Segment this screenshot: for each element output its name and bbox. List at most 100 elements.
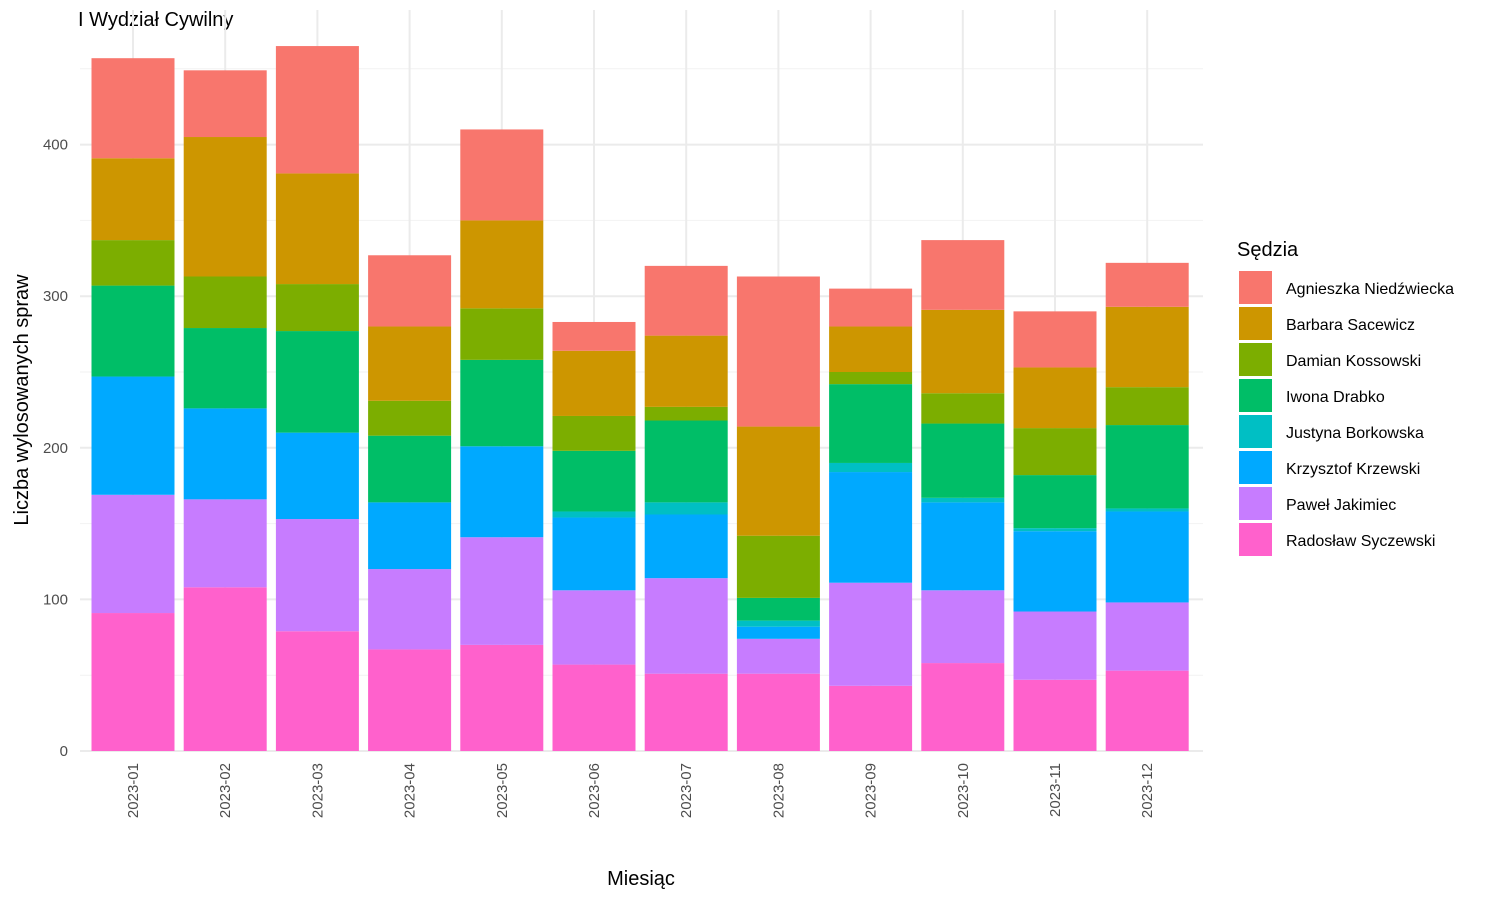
bar-segment [368, 649, 452, 751]
legend-label: Damian Kossowski [1286, 353, 1421, 370]
legend-label: Justyna Borkowska [1286, 425, 1424, 442]
legend-swatch [1239, 271, 1272, 304]
bar-segment [275, 173, 359, 285]
bar-segment [552, 664, 636, 751]
bar-segment [736, 597, 820, 621]
bar-segment [552, 511, 636, 518]
bar-segment [552, 450, 636, 512]
x-tick-label: 2023-07 [678, 763, 695, 818]
bar-segment [183, 276, 267, 329]
bar-segment [91, 58, 175, 159]
bar-segment [552, 350, 636, 416]
bar-segment [368, 435, 452, 503]
bar-segment [1105, 508, 1189, 512]
legend-label: Barbara Sacewicz [1286, 317, 1415, 334]
y-tick-label: 300 [43, 288, 68, 305]
legend-label: Agnieszka Niedźwiecka [1286, 281, 1454, 298]
bar-segment [552, 517, 636, 591]
x-tick-label: 2023-06 [586, 763, 603, 818]
bar-segment [921, 240, 1005, 310]
bar-segment [921, 502, 1005, 591]
bar-segment [1013, 531, 1097, 612]
x-tick-label: 2023-05 [494, 763, 511, 818]
legend-label: Krzysztof Krzewski [1286, 461, 1420, 478]
bar-segment [552, 415, 636, 451]
bar-segment [183, 587, 267, 751]
bar-segment [368, 569, 452, 650]
bar-segment [736, 673, 820, 751]
bar-segment [921, 423, 1005, 498]
x-tick-label: 2023-11 [1047, 763, 1064, 817]
legend-title: Sędzia [1237, 239, 1299, 261]
bar-segment [736, 620, 820, 627]
bar-segment [921, 393, 1005, 424]
legend-swatch [1239, 451, 1272, 484]
bar-segment [829, 472, 913, 583]
bar-segment [368, 255, 452, 327]
bar-segment [644, 502, 728, 515]
y-tick-label: 400 [43, 137, 68, 154]
bar-segment [829, 372, 913, 385]
bar-segment [644, 265, 728, 336]
x-tick-label: 2023-03 [309, 763, 326, 818]
legend: Sędzia Agnieszka Niedźwiecka Barbara Sace… [1237, 239, 1454, 556]
bar-segment [829, 384, 913, 463]
bar-segment [1013, 611, 1097, 680]
bar-segment [460, 537, 544, 645]
bar-segment [1013, 367, 1097, 429]
bar-segment [368, 326, 452, 401]
legend-label: Iwona Drabko [1286, 389, 1385, 406]
bar-segment [460, 359, 544, 447]
chart-title: I Wydział Cywilny [78, 9, 233, 31]
bar-segment [644, 335, 728, 407]
bar-segment [644, 406, 728, 421]
bar-segment [1105, 511, 1189, 603]
bar-segment [183, 499, 267, 588]
legend-label: Paweł Jakimiec [1286, 497, 1396, 514]
y-axis-title: Liczba wylosowanych spraw [11, 274, 33, 526]
x-axis-ticks: 2023-01 2023-02 2023-03 2023-04 2023-05 2023-… [125, 763, 1156, 818]
x-tick-label: 2023-02 [217, 763, 234, 818]
bar-segment [1013, 679, 1097, 751]
bar-segment [183, 328, 267, 409]
bar-segment [736, 276, 820, 427]
x-tick-label: 2023-12 [1139, 763, 1156, 818]
bar-segment [921, 309, 1005, 394]
legend-swatch [1239, 307, 1272, 340]
bar-segment [1105, 602, 1189, 671]
bar-segment [829, 582, 913, 686]
bar-segment [736, 426, 820, 536]
bar-segment [644, 673, 728, 751]
bar-segment [1013, 311, 1097, 368]
y-axis-ticks: 0 100 200 300 400 [43, 137, 68, 760]
bar-segment [368, 502, 452, 570]
bar-segment [829, 288, 913, 327]
bar-segment [736, 535, 820, 598]
bar-segment [183, 137, 267, 277]
bar-segment [91, 158, 175, 241]
y-tick-label: 0 [60, 743, 68, 760]
bar-segment [736, 638, 820, 674]
legend-label: Radosław Syczewski [1286, 533, 1435, 550]
bar-segment [1105, 306, 1189, 388]
bar-segment [91, 240, 175, 286]
bar-segment [644, 514, 728, 579]
bar-segment [91, 285, 175, 377]
bar-segment [275, 432, 359, 520]
bar-segment [183, 70, 267, 138]
bar-segment [91, 376, 175, 495]
legend-swatch [1239, 487, 1272, 520]
legend-swatch [1239, 415, 1272, 448]
x-axis-title: Miesiąc [607, 868, 675, 890]
y-tick-label: 100 [43, 591, 68, 608]
bar-segment [460, 308, 544, 360]
x-tick-label: 2023-04 [402, 763, 419, 818]
bar-segment [552, 590, 636, 665]
bars [91, 46, 1189, 751]
bar-segment [1013, 528, 1097, 532]
bar-segment [275, 519, 359, 632]
legend-swatch [1239, 523, 1272, 556]
legend-swatch [1239, 343, 1272, 376]
x-tick-label: 2023-01 [125, 763, 142, 818]
